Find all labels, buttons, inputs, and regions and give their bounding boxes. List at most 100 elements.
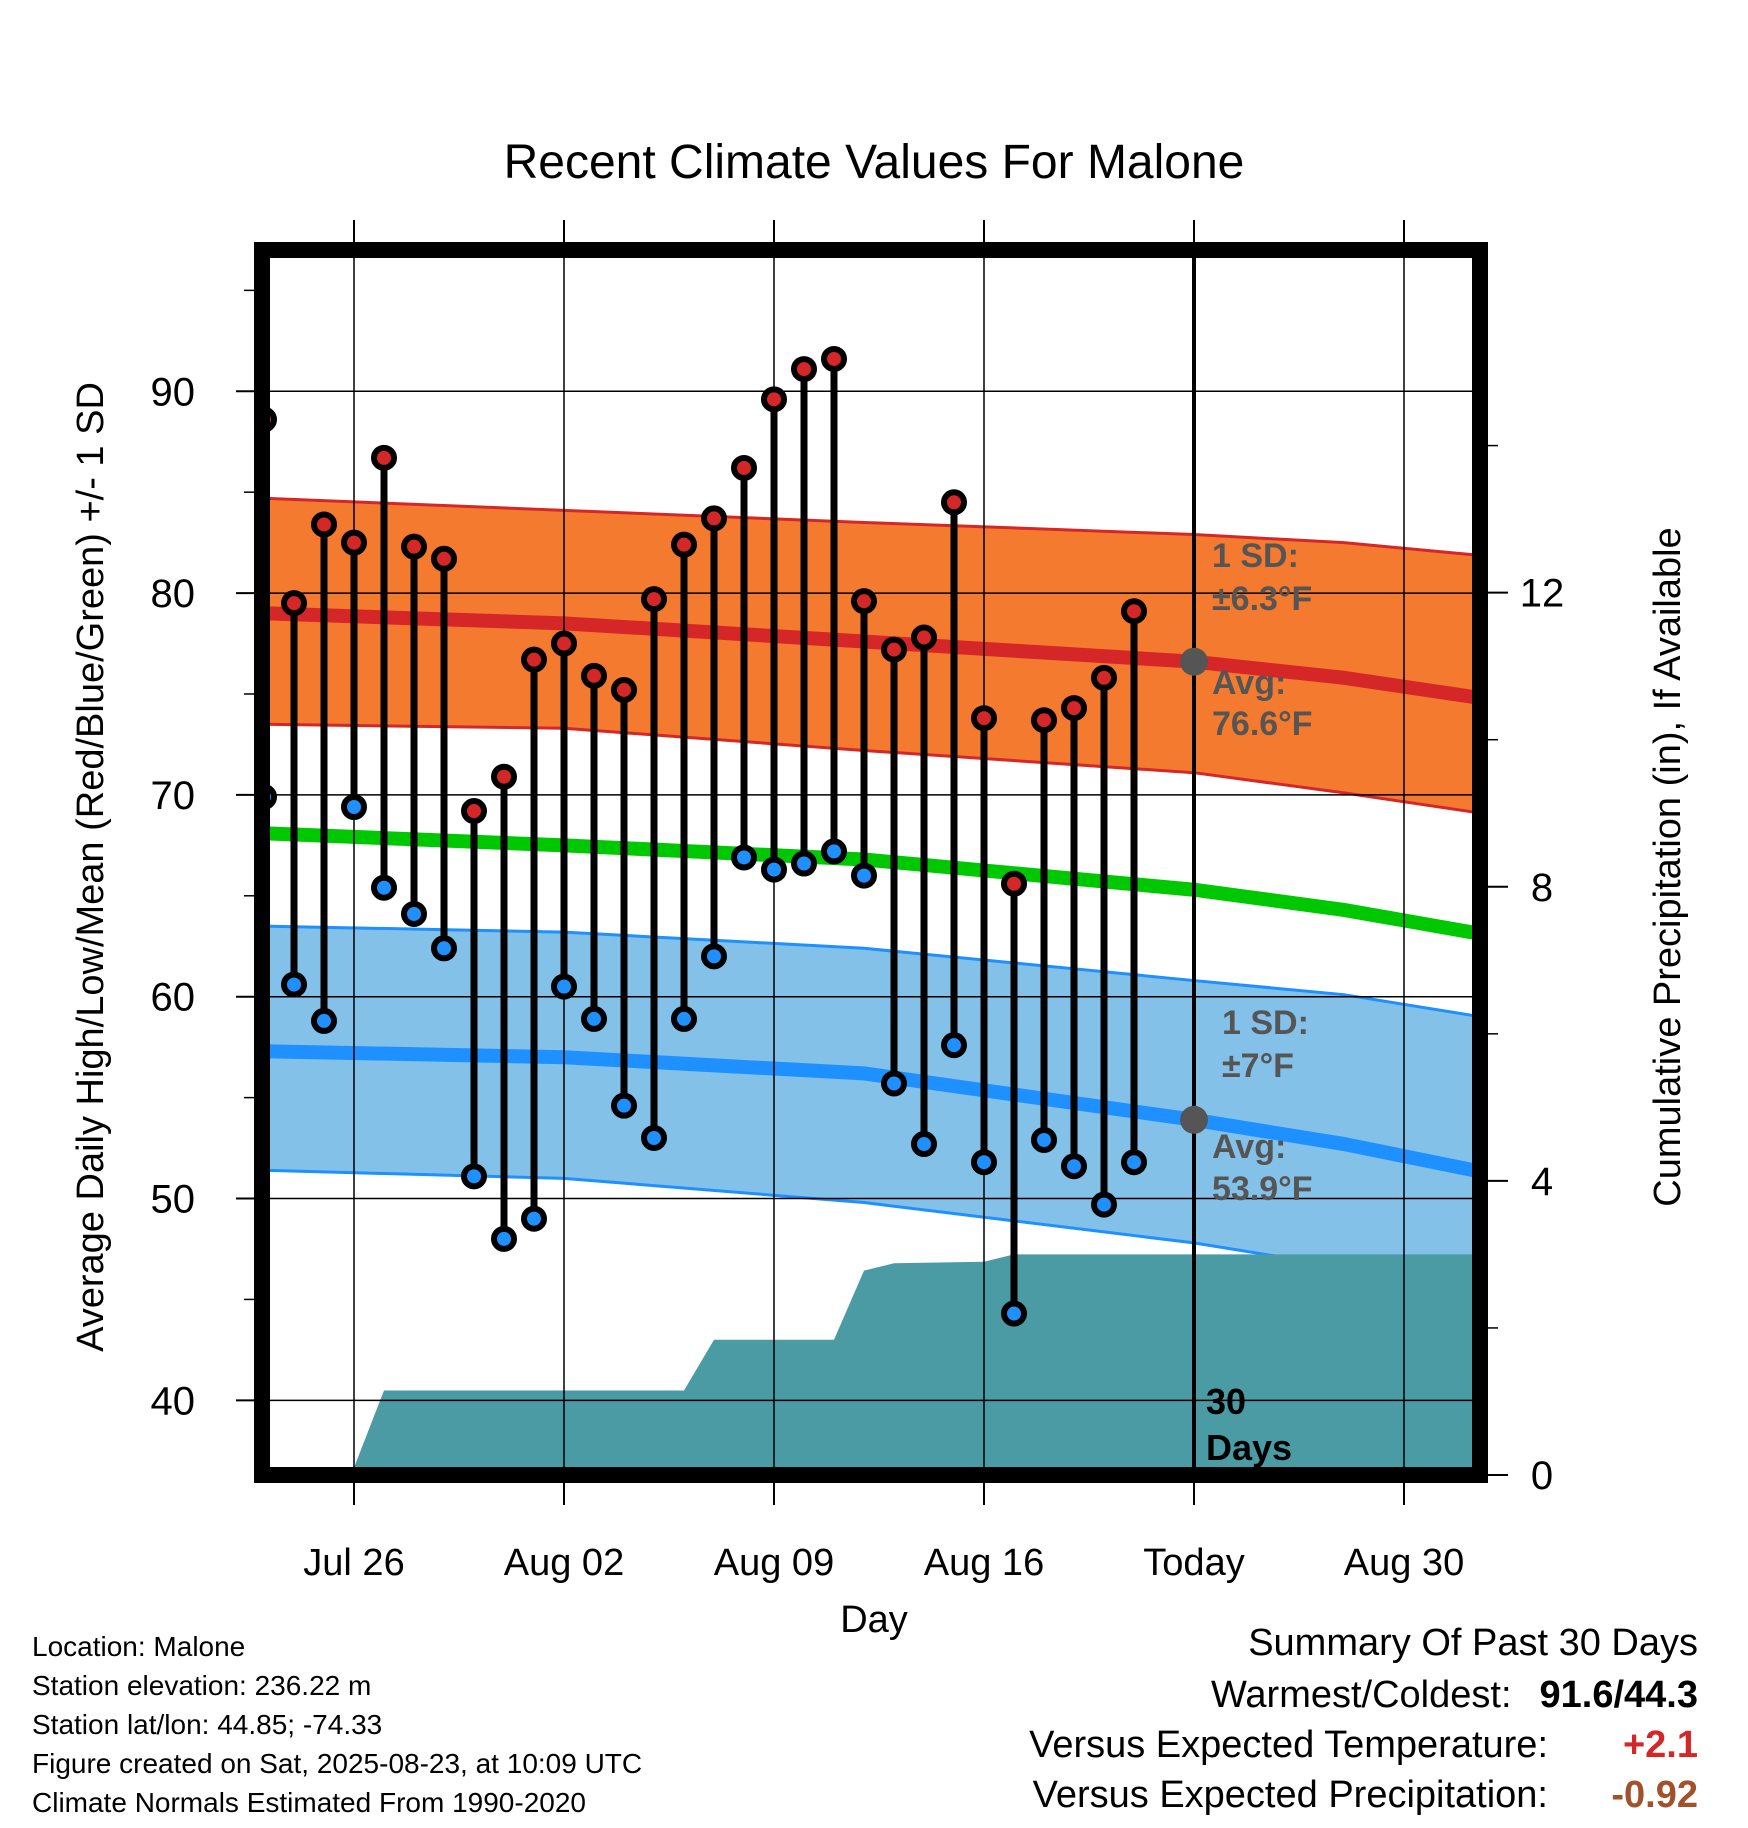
high-point bbox=[941, 489, 967, 516]
low-point bbox=[341, 794, 367, 821]
y-tick-label: 40 bbox=[151, 1379, 196, 1423]
high-avg-label: Avg: bbox=[1212, 664, 1286, 702]
high-point bbox=[701, 505, 727, 532]
low-point bbox=[881, 1070, 907, 1097]
high-point bbox=[821, 345, 847, 372]
precip-label: Versus Expected Precipitation: bbox=[1032, 1774, 1548, 1816]
low-point bbox=[461, 1163, 487, 1190]
low-point bbox=[911, 1131, 937, 1158]
high-point bbox=[791, 356, 817, 383]
x-tick-label: Aug 16 bbox=[924, 1542, 1044, 1584]
low-point bbox=[1061, 1153, 1087, 1180]
warm-cold-value: 91.6/44.3 bbox=[1539, 1674, 1698, 1716]
low-point bbox=[551, 973, 577, 1000]
low-point bbox=[1121, 1149, 1147, 1176]
low-point bbox=[671, 1005, 697, 1032]
y2-tick-label: 4 bbox=[1531, 1160, 1553, 1204]
precip-value: -0.92 bbox=[1611, 1774, 1698, 1816]
normal-mean-line bbox=[263, 826, 1480, 941]
low-point bbox=[311, 1007, 337, 1034]
low-point bbox=[401, 900, 427, 927]
high-point bbox=[1091, 664, 1117, 691]
y2-tick-label: 8 bbox=[1531, 866, 1553, 910]
low-point bbox=[1091, 1191, 1117, 1218]
low-point bbox=[731, 844, 757, 871]
high-point bbox=[971, 705, 997, 732]
summary-precip: Versus Expected Precipitation: -0.92 bbox=[1033, 1774, 1698, 1817]
chart-title: Recent Climate Values For Malone bbox=[504, 136, 1245, 189]
low-point bbox=[491, 1225, 517, 1252]
x-tick-label: Aug 02 bbox=[504, 1542, 624, 1584]
high-point bbox=[1001, 870, 1027, 897]
high-point bbox=[851, 588, 877, 615]
low-point bbox=[1031, 1126, 1057, 1153]
low-band-upper-edge bbox=[263, 924, 1480, 1019]
low-point bbox=[1001, 1300, 1027, 1327]
high-point bbox=[461, 798, 487, 825]
low-point bbox=[521, 1205, 547, 1232]
x-axis-label: Day bbox=[840, 1599, 908, 1641]
low-point bbox=[581, 1005, 607, 1032]
x-tick-label: Today bbox=[1143, 1542, 1244, 1584]
y2-axis-label: Cumulative Precipitation (in), If Availa… bbox=[1647, 527, 1689, 1206]
low-sd-band bbox=[264, 926, 1480, 1302]
high-point bbox=[311, 511, 337, 538]
created-text: Figure created on Sat, 2025-08-23, at 10… bbox=[32, 1748, 643, 1779]
low-point bbox=[791, 850, 817, 877]
low-point bbox=[971, 1149, 997, 1176]
y-tick-label: 80 bbox=[151, 572, 196, 616]
low-point bbox=[761, 856, 787, 883]
summary-warm-cold: Warmest/Coldest: 91.6/44.3 bbox=[1211, 1674, 1698, 1717]
low-point bbox=[431, 935, 457, 962]
low-point bbox=[281, 971, 307, 998]
low-point bbox=[611, 1092, 637, 1119]
high-sd-label: 1 SD: bbox=[1212, 537, 1299, 575]
high-sd-value: ±6.3°F bbox=[1212, 580, 1312, 618]
high-point bbox=[1031, 707, 1057, 734]
high-avg-marker bbox=[1180, 647, 1208, 676]
y-tick-label: 90 bbox=[151, 370, 196, 414]
normal-low-line bbox=[263, 1044, 1480, 1179]
low-point bbox=[821, 838, 847, 865]
normal-high-line bbox=[263, 606, 1480, 706]
low-avg-label: Avg: bbox=[1212, 1128, 1286, 1166]
low-point bbox=[851, 862, 877, 889]
high-point bbox=[341, 529, 367, 556]
high-point bbox=[491, 763, 517, 790]
high-point bbox=[1061, 695, 1087, 722]
low-sd-label: 1 SD: bbox=[1222, 1004, 1309, 1042]
low-sd-value: ±7°F bbox=[1222, 1047, 1294, 1085]
summary-heading: Summary Of Past 30 Days bbox=[1248, 1622, 1698, 1664]
latlon-text: Station lat/lon: 44.85; -74.33 bbox=[32, 1709, 383, 1740]
plot-frame bbox=[254, 242, 1488, 1483]
x-tick-label: Aug 09 bbox=[714, 1542, 834, 1584]
high-point bbox=[1121, 598, 1147, 625]
low-avg-marker bbox=[1180, 1105, 1208, 1134]
y-tick-label: 60 bbox=[151, 976, 196, 1020]
y-axis-label: Average Daily High/Low/Mean (Red/Blue/Gr… bbox=[70, 382, 112, 1352]
low-avg-value: 53.9°F bbox=[1212, 1170, 1313, 1208]
high-point bbox=[911, 624, 937, 651]
high-point bbox=[761, 386, 787, 413]
high-band-lower-edge bbox=[263, 722, 1480, 815]
days-word-label: Days bbox=[1206, 1427, 1292, 1468]
x-tick-label: Aug 30 bbox=[1344, 1542, 1464, 1584]
temp-value: +2.1 bbox=[1622, 1724, 1698, 1766]
precip-area bbox=[264, 1254, 1480, 1475]
high-point bbox=[521, 646, 547, 673]
low-point bbox=[941, 1032, 967, 1059]
high-band-upper-edge bbox=[263, 496, 1480, 557]
temp-label: Versus Expected Temperature: bbox=[1029, 1724, 1548, 1766]
high-point bbox=[671, 531, 697, 558]
high-point bbox=[641, 586, 667, 613]
high-sd-band bbox=[264, 498, 1480, 814]
high-point bbox=[281, 590, 307, 617]
location-text: Location: Malone bbox=[32, 1631, 246, 1662]
high-avg-value: 76.6°F bbox=[1212, 705, 1313, 743]
y2-tick-label: 12 bbox=[1520, 572, 1565, 616]
high-point bbox=[371, 444, 397, 471]
summary-temp: Versus Expected Temperature: +2.1 bbox=[1029, 1724, 1698, 1767]
